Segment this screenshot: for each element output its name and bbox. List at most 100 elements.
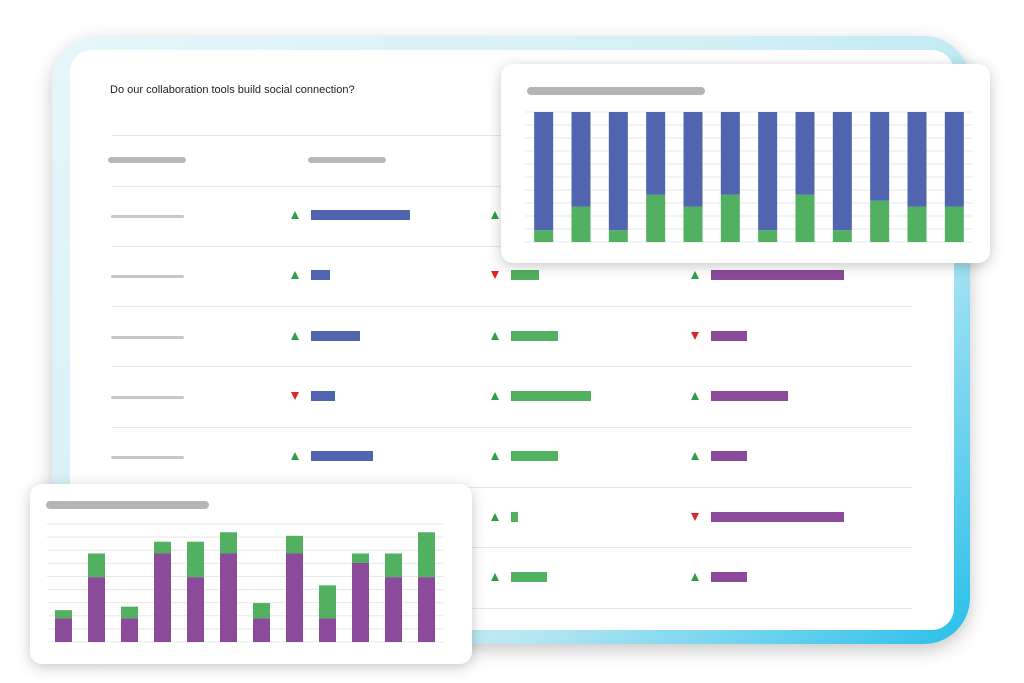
chart-bar-segment [534, 112, 554, 231]
chart-bar-segment [253, 618, 270, 642]
trend-down-icon [291, 392, 299, 400]
row-label-placeholder [111, 215, 184, 218]
trend-down-icon [691, 332, 699, 340]
trend-up-icon [491, 513, 499, 521]
metric-bar [711, 572, 747, 582]
chart-bar-segment [683, 206, 703, 242]
chart-bar-segment [286, 535, 303, 554]
stacked-bar-chart-bottom [47, 523, 443, 643]
chart-bar-segment [907, 206, 927, 242]
metric-bar [311, 451, 373, 461]
metric-bar [511, 391, 591, 401]
column-header-metric [308, 157, 386, 163]
chart-bar-segment [319, 585, 336, 619]
chart-bar-segment [154, 553, 171, 642]
trend-up-icon [691, 392, 699, 400]
chart-bar-segment [385, 553, 402, 578]
chart-bar-segment [220, 553, 237, 642]
metric-bar [711, 512, 844, 522]
chart-bar-segment [154, 541, 171, 554]
chart-bar-segment [720, 112, 740, 195]
chart-bar-segment [418, 532, 435, 578]
chart-bar-segment [286, 553, 303, 642]
page-title: Do our collaboration tools build social … [110, 84, 355, 96]
row-label-placeholder [111, 336, 184, 339]
row-divider [112, 487, 912, 488]
stacked-bar-chart-card-top [501, 64, 990, 263]
chart-bar-segment [352, 553, 369, 563]
trend-up-icon [491, 573, 499, 581]
stacked-bar-chart-card-bottom [30, 484, 472, 664]
chart-bar-segment [220, 532, 237, 554]
trend-up-icon [491, 392, 499, 400]
row-divider [112, 608, 912, 609]
chart-bar-segment [319, 618, 336, 642]
column-header-label [108, 157, 186, 163]
chart-bar-segment [944, 112, 964, 207]
chart-bar-segment [88, 577, 105, 642]
chart-bar-segment [534, 230, 554, 242]
stacked-bar-chart-top [525, 111, 973, 243]
chart-bar-segment [795, 194, 815, 242]
chart-bar-segment [758, 230, 778, 242]
chart-title-placeholder [46, 501, 209, 509]
chart-bar-segment [352, 562, 369, 642]
chart-bar-segment [870, 112, 890, 201]
chart-bar-segment [571, 112, 591, 207]
chart-bar-segment [88, 553, 105, 578]
chart-bar-segment [121, 618, 138, 642]
trend-up-icon [491, 332, 499, 340]
chart-title-placeholder [527, 87, 705, 95]
chart-bar-segment [55, 618, 72, 642]
metric-bar [511, 270, 539, 280]
row-label-placeholder [111, 275, 184, 278]
metric-bar [511, 512, 518, 522]
chart-bar-segment [832, 230, 852, 242]
row-divider [112, 427, 912, 428]
metric-bar [711, 270, 844, 280]
chart-bar-segment [758, 112, 778, 231]
metric-bar [511, 572, 547, 582]
chart-bar-segment [832, 112, 852, 231]
trend-up-icon [291, 452, 299, 460]
metric-bar [511, 331, 558, 341]
trend-up-icon [491, 211, 499, 219]
chart-bar-segment [253, 603, 270, 619]
chart-bar-segment [418, 577, 435, 642]
chart-bar-segment [121, 606, 138, 619]
chart-bar-segment [55, 610, 72, 619]
chart-bar-segment [608, 112, 628, 231]
metric-bar [511, 451, 558, 461]
chart-bar-segment [646, 112, 666, 195]
chart-bar-segment [187, 577, 204, 642]
row-divider [112, 366, 912, 367]
chart-bar-segment [571, 206, 591, 242]
row-divider [112, 547, 912, 548]
metric-bar [311, 210, 410, 220]
chart-bar-segment [944, 206, 964, 242]
trend-up-icon [291, 211, 299, 219]
trend-up-icon [291, 332, 299, 340]
chart-bar-segment [795, 112, 815, 195]
metric-bar [711, 451, 747, 461]
row-label-placeholder [111, 396, 184, 399]
trend-up-icon [691, 573, 699, 581]
trend-up-icon [691, 452, 699, 460]
trend-up-icon [491, 452, 499, 460]
trend-up-icon [691, 271, 699, 279]
row-label-placeholder [111, 456, 184, 459]
chart-bar-segment [870, 200, 890, 242]
chart-bar-segment [608, 230, 628, 242]
metric-bar [311, 391, 335, 401]
trend-up-icon [291, 271, 299, 279]
metric-bar [711, 391, 788, 401]
chart-bar-segment [187, 541, 204, 578]
row-divider [112, 306, 912, 307]
metric-bar [311, 331, 360, 341]
chart-bar-segment [385, 577, 402, 642]
chart-bar-segment [646, 194, 666, 242]
trend-down-icon [691, 513, 699, 521]
metric-bar [311, 270, 330, 280]
chart-bar-segment [907, 112, 927, 207]
trend-down-icon [491, 271, 499, 279]
